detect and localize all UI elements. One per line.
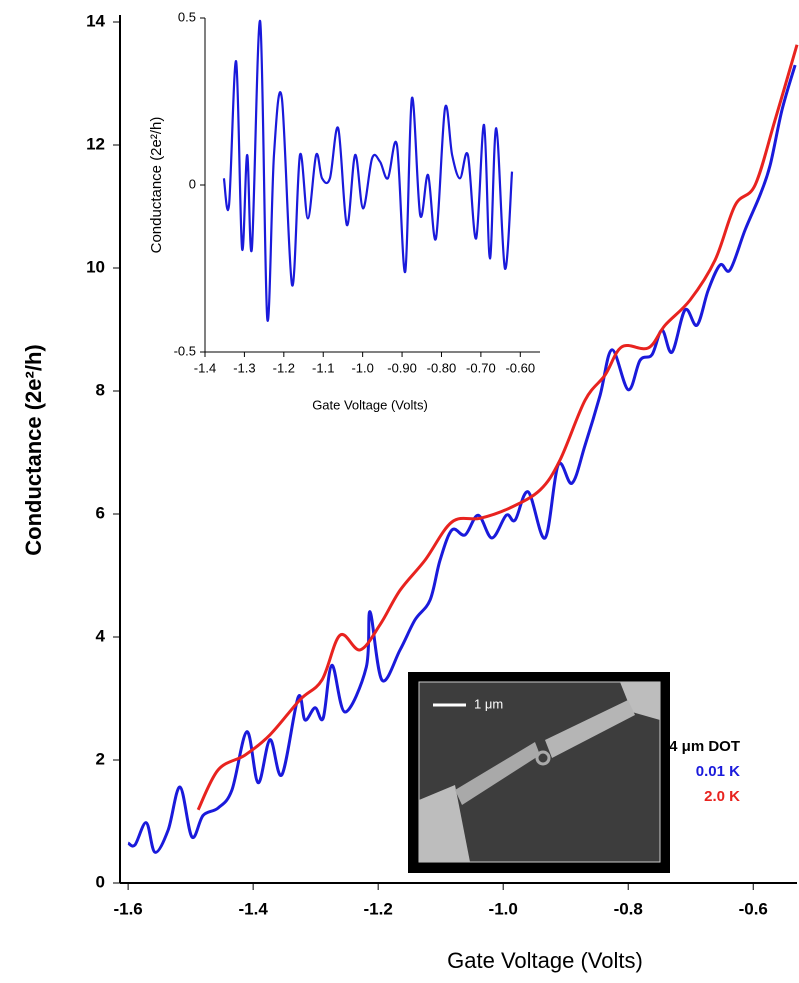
x-tick-label: -1.3 (233, 360, 255, 375)
x-tick-label: -1.0 (489, 899, 518, 918)
y-tick-label: 2 (96, 749, 105, 768)
y-tick-label: 4 (96, 626, 106, 645)
photo-pad (419, 785, 470, 862)
y-tick-label: 14 (86, 11, 105, 30)
x-tick-label: -1.0 (351, 360, 373, 375)
x-tick-label: -0.70 (466, 360, 496, 375)
legend-entry: 0.01 K (696, 763, 740, 780)
x-axis-label: Gate Voltage (Volts) (312, 397, 428, 412)
data-line (222, 20, 514, 322)
data-line (196, 44, 799, 811)
x-tick-label: -1.1 (312, 360, 334, 375)
y-axis-label: Conductance (2e²/h) (21, 344, 46, 555)
x-tick-label: -1.2 (273, 360, 295, 375)
y-tick-label: 0.5 (178, 9, 196, 24)
y-axis-label: Conductance (2e²/h) (148, 117, 165, 254)
y-tick-label: 12 (86, 134, 105, 153)
photo-pad (620, 682, 660, 720)
x-tick-label: -1.2 (364, 899, 393, 918)
x-tick-label: -1.6 (113, 899, 142, 918)
scale-bar-label: 1 μm (474, 696, 503, 711)
y-tick-label: 6 (96, 503, 105, 522)
y-tick-label: 0 (96, 872, 105, 891)
y-tick-label: 0 (189, 176, 196, 191)
y-tick-label: -0.5 (174, 343, 196, 358)
legend-title: 0.4 μm DOT (657, 738, 740, 755)
y-tick-label: 10 (86, 257, 105, 276)
x-tick-label: -0.80 (427, 360, 457, 375)
photo-lead (455, 742, 540, 805)
x-tick-label: -0.60 (505, 360, 535, 375)
micrograph-inset: 1 μm (408, 672, 670, 873)
legend-entry: 2.0 K (704, 788, 740, 805)
x-tick-label: -1.4 (194, 360, 216, 375)
x-tick-label: -0.90 (387, 360, 417, 375)
photo-dot (535, 750, 551, 766)
x-axis-label: Gate Voltage (Volts) (447, 948, 643, 973)
photo-lead (545, 700, 635, 758)
y-tick-label: 8 (96, 380, 105, 399)
x-tick-label: -1.4 (239, 899, 269, 918)
data-line (127, 64, 797, 854)
x-tick-label: -0.6 (739, 899, 768, 918)
x-tick-label: -0.8 (614, 899, 643, 918)
